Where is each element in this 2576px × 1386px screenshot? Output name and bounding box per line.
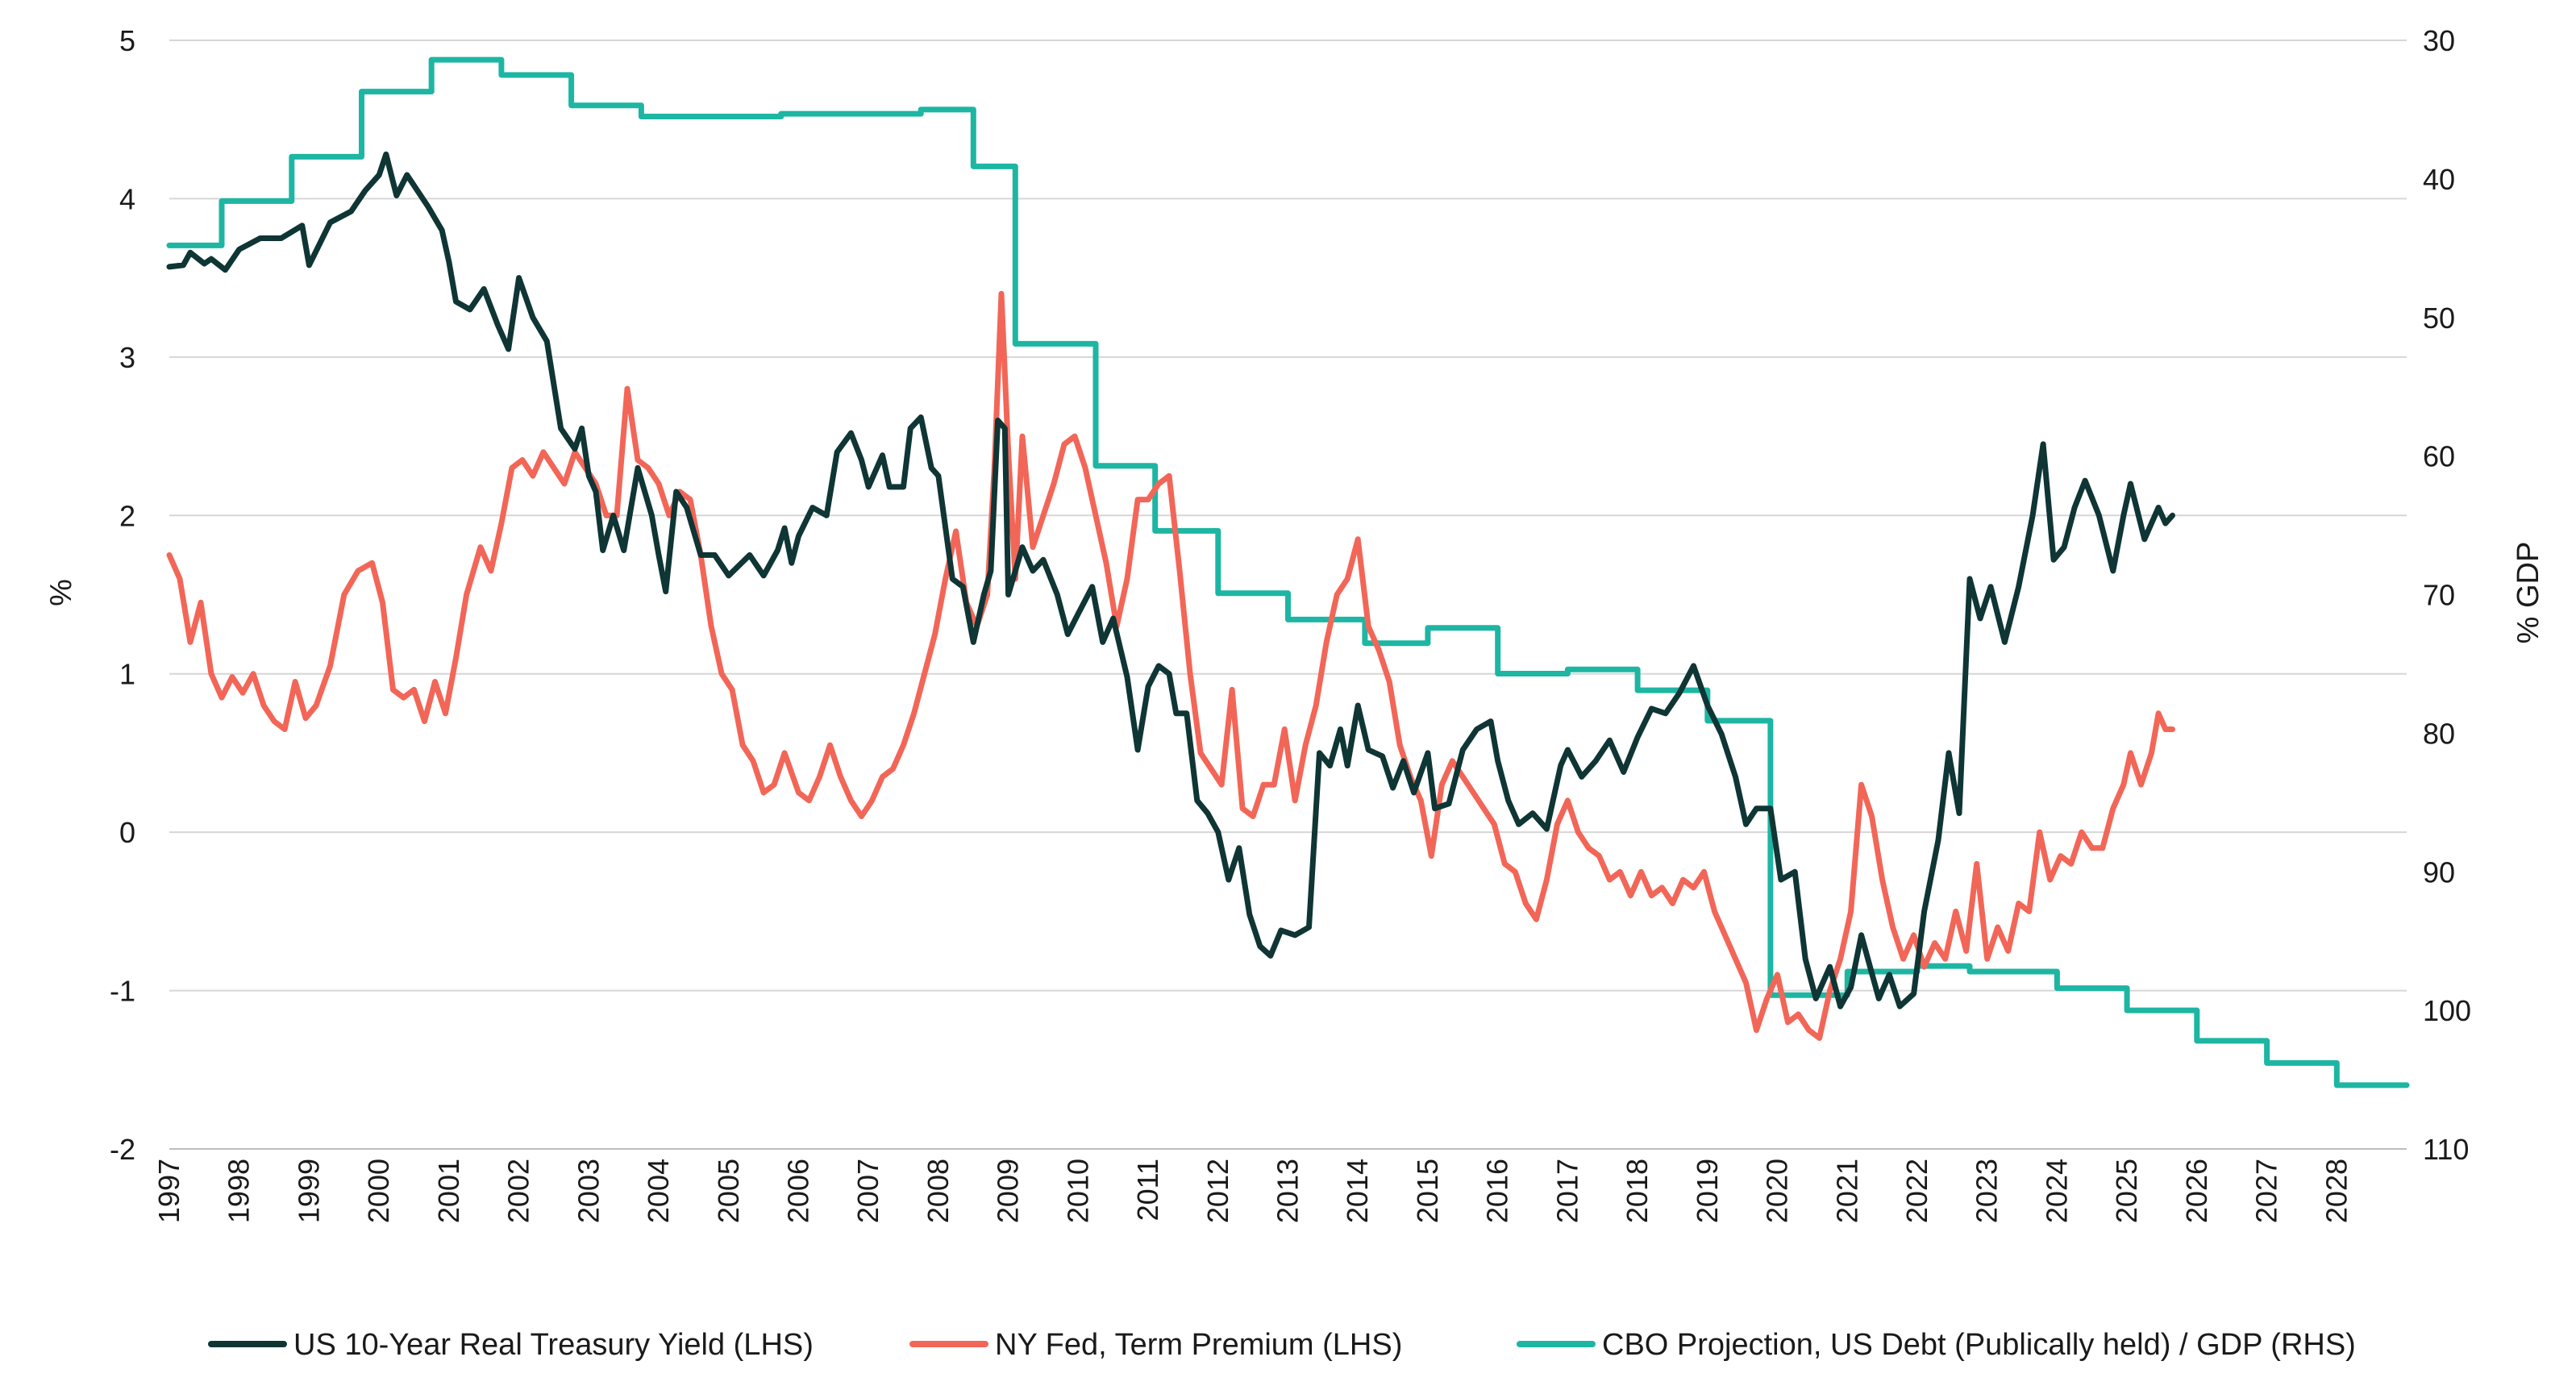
x-tick-label: 2004 <box>642 1159 675 1223</box>
x-tick-label: 1998 <box>223 1159 256 1223</box>
x-tick-label: 2012 <box>1201 1159 1234 1223</box>
x-tick-label: 2018 <box>1621 1159 1654 1223</box>
left-axis-title: % <box>44 579 78 606</box>
x-tick-label: 2015 <box>1411 1159 1444 1223</box>
series-line-0 <box>166 151 2175 1009</box>
right-tick-label: 60 <box>2423 440 2455 473</box>
right-tick-label: 80 <box>2423 717 2455 750</box>
left-tick-label: -2 <box>110 1133 135 1166</box>
x-tick-label: 2005 <box>712 1159 745 1223</box>
right-tick-label: 30 <box>2423 24 2455 57</box>
series-lines <box>166 56 2410 1088</box>
x-tick-label: 2000 <box>362 1159 395 1223</box>
x-tick-label: 2021 <box>1830 1159 1863 1223</box>
x-tick-label: 2024 <box>2040 1159 2073 1223</box>
x-tick-label: 2014 <box>1341 1159 1374 1223</box>
right-axis-ticks: 30 40 50 60 70 80 90 100 110 <box>2423 24 2471 1166</box>
left-tick-label: 3 <box>119 341 135 374</box>
x-tick-label: 1997 <box>152 1159 185 1223</box>
x-tick-label: 2011 <box>1131 1159 1164 1221</box>
series-line-1 <box>166 290 2175 1041</box>
x-axis-ticks: 1997 1998 1999 2000 2001 2002 2003 2004 2005 2006… <box>152 1159 2353 1223</box>
x-tick-label: 2027 <box>2250 1159 2283 1223</box>
x-tick-label: 2016 <box>1481 1159 1514 1223</box>
right-axis-title: % GDP <box>2511 542 2545 644</box>
legend-label: CBO Projection, US Debt (Publically held… <box>1602 1328 2356 1362</box>
right-tick-label: 110 <box>2423 1133 2469 1166</box>
legend-label: NY Fed, Term Premium (LHS) <box>995 1328 1402 1362</box>
legend: US 10-Year Real Treasury Yield (LHS) NY F… <box>208 1328 2356 1362</box>
x-tick-label: 2023 <box>1970 1159 2004 1223</box>
x-tick-label: 2006 <box>781 1159 814 1223</box>
x-tick-label: 2003 <box>572 1159 605 1223</box>
x-tick-label: 2019 <box>1691 1159 1724 1223</box>
x-tick-label: 2028 <box>2320 1159 2353 1223</box>
left-tick-label: 5 <box>119 24 135 57</box>
right-tick-label: 50 <box>2423 302 2455 335</box>
x-tick-label: 2022 <box>1900 1159 1933 1223</box>
x-tick-label: 2008 <box>922 1159 955 1223</box>
x-tick-label: 2002 <box>502 1159 535 1223</box>
x-tick-label: 2010 <box>1061 1159 1094 1223</box>
left-tick-label: 0 <box>119 816 135 849</box>
right-tick-label: 90 <box>2423 855 2455 889</box>
gridlines <box>169 40 2407 1150</box>
x-tick-label: 2026 <box>2180 1159 2213 1223</box>
x-tick-label: 2025 <box>2110 1159 2143 1223</box>
x-tick-label: 2013 <box>1271 1159 1305 1223</box>
right-tick-label: 100 <box>2423 994 2471 1027</box>
left-tick-label: 2 <box>119 499 135 532</box>
left-tick-label: -1 <box>110 975 135 1008</box>
x-tick-label: 2001 <box>432 1159 465 1223</box>
x-tick-label: 2009 <box>992 1159 1025 1223</box>
right-tick-label: 40 <box>2423 163 2455 196</box>
left-axis-ticks: 5 4 3 2 1 0 -1 -2 <box>110 24 135 1166</box>
x-tick-label: 2020 <box>1761 1159 1794 1223</box>
x-tick-label: 2007 <box>851 1159 884 1223</box>
left-tick-label: 4 <box>119 182 135 215</box>
legend-label: US 10-Year Real Treasury Yield (LHS) <box>293 1328 814 1362</box>
right-tick-label: 70 <box>2423 579 2455 612</box>
series-line-2 <box>166 56 2410 1088</box>
x-tick-label: 2017 <box>1550 1159 1583 1223</box>
left-tick-label: 1 <box>119 658 135 691</box>
x-tick-label: 1999 <box>292 1159 325 1223</box>
